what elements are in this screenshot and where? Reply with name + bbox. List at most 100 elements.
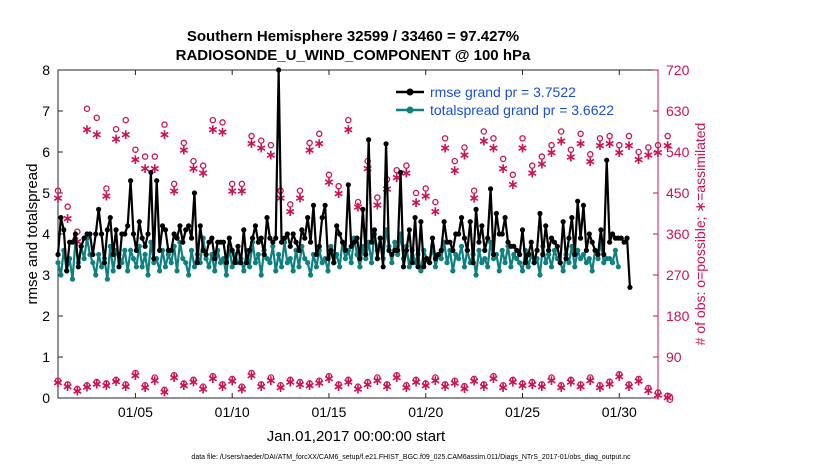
totalspread-point [601, 260, 607, 266]
y-tick-label-left: 2 [42, 308, 50, 324]
totalspread-point [223, 272, 229, 278]
totalspread-point [287, 256, 293, 262]
totalspread-point [461, 264, 468, 270]
rmse-point [595, 251, 601, 258]
rmse-point [467, 219, 473, 225]
obs-possible-marker [403, 381, 410, 389]
obs-possible-marker [422, 380, 429, 387]
rmse-point [351, 239, 357, 245]
totalspread-point [395, 251, 401, 258]
rmse-point [554, 243, 560, 249]
totalspread-point [607, 256, 613, 262]
obs-assimilated-marker: ∗ [294, 376, 306, 392]
totalspread-point [363, 256, 369, 262]
obs-assimilated-marker: ∗ [178, 142, 190, 158]
totalspread-point [276, 251, 282, 258]
obs-possible-marker [548, 141, 555, 149]
rmse-point [525, 251, 531, 258]
rmse-point [232, 260, 238, 266]
obs-possible-marker [606, 132, 613, 140]
totalspread-point [55, 260, 61, 266]
y-tick-label-right: 540 [666, 144, 690, 160]
rmse-point [139, 235, 145, 241]
totalspread-point [548, 264, 555, 270]
obs-possible-marker [287, 376, 294, 384]
obs-assimilated-marker: ∗ [575, 135, 587, 151]
obs-assimilated-marker: ∗ [101, 377, 113, 393]
rmse-point [145, 231, 151, 237]
obs-assimilated-marker: ∗ [246, 135, 258, 151]
obs-assimilated-marker: ∗ [284, 374, 296, 390]
totalspread-point [217, 260, 224, 266]
obs-assimilated-marker: ∗ [594, 137, 606, 153]
obs-assimilated-marker: ∗ [459, 146, 471, 162]
obs-assimilated-marker: ∗ [207, 370, 219, 386]
totalspread-point [229, 264, 235, 270]
totalspread-point [157, 268, 163, 274]
rmse-point [519, 227, 526, 233]
rmse-point [255, 239, 261, 245]
totalspread-point [368, 260, 375, 266]
legend-rmse-label: rmse grand pr = 3.7522 [430, 84, 576, 100]
obs-possible-marker [596, 135, 604, 142]
rmse-point [148, 169, 154, 176]
rmse-point [206, 239, 212, 245]
obs-possible-marker [209, 116, 217, 124]
obs-possible-marker [199, 162, 207, 169]
rmse-point [55, 251, 61, 258]
obs-assimilated-marker: ∗ [110, 373, 122, 389]
obs-possible-marker [345, 116, 352, 124]
totalspread-point [191, 264, 198, 270]
obs-assimilated-marker: ∗ [459, 380, 471, 396]
rmse-point [136, 219, 142, 225]
rmse-point [235, 243, 241, 249]
obs-possible-marker [64, 381, 71, 388]
obs-assimilated-marker: ∗ [226, 183, 238, 199]
obs-possible-marker [528, 378, 536, 386]
obs-assimilated-marker: ∗ [130, 151, 142, 167]
totalspread-point [264, 256, 270, 262]
obs-assimilated-marker: ∗ [401, 379, 413, 395]
totalspread-point [110, 268, 116, 274]
obs-possible-marker [257, 137, 265, 144]
totalspread-point [186, 272, 192, 278]
rmse-point [133, 247, 139, 253]
rmse-point [479, 223, 485, 229]
totalspread-point [586, 256, 592, 262]
obs-possible-marker [238, 383, 246, 390]
obs-possible-marker [587, 374, 594, 381]
obs-assimilated-marker: ∗ [401, 165, 413, 181]
obs-assimilated-marker: ∗ [168, 183, 180, 199]
rmse-point [522, 260, 529, 266]
totalspread-point [273, 268, 279, 274]
totalspread-point [125, 268, 131, 274]
obs-possible-marker [199, 383, 207, 390]
chart-title-line2: RADIOSONDE_U_WIND_COMPONENT @ 100 hPa [176, 47, 531, 64]
rmse-point [244, 260, 250, 266]
obs-possible-marker [228, 375, 236, 383]
obs-possible-marker [325, 171, 333, 179]
y-tick-label-left: 4 [42, 226, 50, 242]
rmse-point [247, 247, 253, 253]
obs-possible-marker [180, 380, 188, 387]
obs-possible-marker [374, 194, 381, 201]
y-tick-label-right: 90 [666, 349, 682, 365]
rmse-point [482, 247, 488, 253]
totalspread-point [496, 268, 502, 274]
rmse-point [377, 235, 383, 241]
totalspread-point [389, 260, 395, 266]
obs-possible-marker [103, 185, 110, 192]
totalspread-point [130, 256, 137, 262]
obs-assimilated-marker: ∗ [420, 377, 432, 393]
obs-possible-marker [538, 153, 546, 160]
rmse-point [307, 239, 314, 245]
y-tick-label-right: 630 [666, 103, 690, 119]
obs-possible-marker [625, 381, 633, 388]
obs-possible-marker [54, 377, 62, 384]
totalspread-point [444, 260, 450, 266]
rmse-point [583, 247, 589, 253]
rmse-point [191, 190, 198, 196]
rmse-point [302, 235, 308, 241]
obs-assimilated-marker: ∗ [168, 369, 180, 385]
rmse-point [397, 169, 404, 176]
